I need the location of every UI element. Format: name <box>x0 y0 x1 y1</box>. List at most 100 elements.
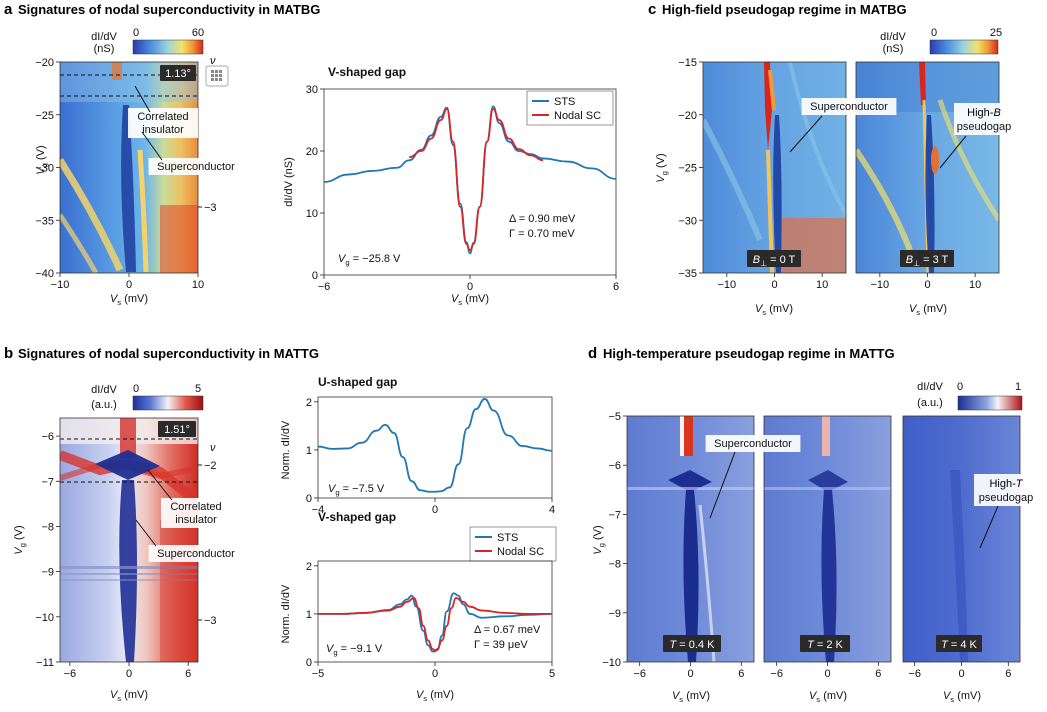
series-line-nodal-sc <box>409 107 544 252</box>
grid-icon-cell <box>211 74 214 77</box>
legend-entry: Nodal SC <box>497 546 544 558</box>
y-tick-label: −30 <box>35 163 54 175</box>
legend-entry: STS <box>497 532 518 544</box>
series-line-sts <box>317 592 553 653</box>
grid-icon-cell <box>215 78 218 81</box>
badge-symbol: T <box>670 639 678 651</box>
colorbar-tick: 5 <box>195 383 201 395</box>
badge-part: 1.51° <box>164 424 190 436</box>
field-badge-bg <box>900 250 954 267</box>
annotation-hight: High-T <box>989 478 1023 490</box>
panel-d-title: d High-temperature pseudogap regime in M… <box>588 345 895 362</box>
label-subscript: g <box>40 163 49 167</box>
annotation-superconductor-box <box>705 435 801 452</box>
twist-badge: 1.51° <box>164 424 190 436</box>
badge-subscript: ⊥ <box>760 259 767 268</box>
annotation-leader <box>147 469 173 501</box>
grid-icon-cell <box>219 78 222 81</box>
y-tick-label: −25 <box>678 163 697 175</box>
y-tick-label: 2 <box>306 561 312 573</box>
label-unit: (mV) <box>954 690 981 702</box>
y-axis-label: Vg (V) <box>35 145 49 174</box>
annotation-hight: pseudogap <box>979 492 1033 504</box>
annotation-highb: High-B <box>967 107 1001 119</box>
label-subscript: g <box>660 171 669 175</box>
grid-icon-cell <box>219 74 222 77</box>
annotation-superconductor-box <box>148 158 244 175</box>
x-tick-label: 10 <box>192 279 204 291</box>
label-symbol: V <box>328 483 337 495</box>
annotation-part: High- <box>967 107 994 119</box>
annotation-superconductor: Superconductor <box>810 101 888 113</box>
annotation-part: High- <box>989 478 1016 490</box>
annotation-leader <box>709 451 736 519</box>
y-tick-label: −20 <box>35 57 54 69</box>
y-axis-label: Norm. dI/dV <box>280 584 292 643</box>
y-tick-label: 0 <box>306 657 312 669</box>
y-tick-label: −6 <box>41 431 54 443</box>
label-symbol: V <box>943 690 952 702</box>
label-symbol: V <box>326 643 335 655</box>
x-tick-label: 0 <box>958 668 964 680</box>
x-tick-label: 0 <box>467 281 473 293</box>
colorbar-label: dI/dV <box>880 31 906 43</box>
annotation-correlated-insulator: Correlated <box>170 501 221 513</box>
field-badge-bg <box>747 250 801 267</box>
panel-d-heatmap-3 <box>902 415 1021 663</box>
label-subscript: g <box>597 543 606 547</box>
x-tick-label: −10 <box>870 279 889 291</box>
annotation-part: T <box>1016 478 1024 490</box>
annotation-superconductor-box <box>148 545 244 562</box>
temperature-badge: T = 4 K <box>941 639 977 651</box>
lines-layer <box>56 61 1009 666</box>
x-axis-label: Vs (mV) <box>809 690 847 704</box>
x-tick-label: −4 <box>312 504 325 516</box>
x-tick-label: 10 <box>816 279 828 291</box>
y-tick-label: −7 <box>608 509 621 521</box>
colorbar-tick: 0 <box>133 27 139 39</box>
annotation-leader <box>939 135 967 169</box>
panel-c-heatmap-1 <box>702 61 847 274</box>
label-symbol: V <box>110 293 119 305</box>
y-tick-label: −9 <box>608 608 621 620</box>
x-axis-label: Vs (mV) <box>451 293 489 307</box>
label-symbol: V <box>110 689 119 701</box>
badge-subscript: ⊥ <box>913 259 920 268</box>
label-unit: (mV) <box>920 303 947 315</box>
x-axis-label: Vs (mV) <box>672 690 710 704</box>
x-tick-label: 0 <box>771 279 777 291</box>
badge-value: = 4 K <box>948 639 978 651</box>
badge-value: = 3 T <box>920 254 949 266</box>
series-line-sts <box>323 105 617 255</box>
annotation-leader <box>135 519 157 547</box>
chart-title: V-shaped gap <box>318 510 396 524</box>
label-symbol: V <box>451 293 460 305</box>
twist-badge-bg <box>160 65 196 81</box>
grid-icon-cell <box>219 70 222 73</box>
label-subscript: g <box>345 258 349 267</box>
colorbar-unit: (a.u.) <box>91 399 117 411</box>
colorbar-tick: 60 <box>192 27 204 39</box>
y-tick-label: 10 <box>306 208 318 220</box>
colorbar-a <box>132 39 204 55</box>
label-symbol: V <box>809 690 818 702</box>
label-subscript: s <box>916 308 920 317</box>
label-subscript: s <box>458 298 462 307</box>
chart-title: U-shaped gap <box>318 375 397 389</box>
annotation-leader <box>141 131 163 161</box>
label-subscript: s <box>950 695 954 704</box>
x-tick-label: 0 <box>126 668 132 680</box>
y-tick-label: −10 <box>602 657 621 669</box>
svg-text:High-field pseudogap regime in: High-field pseudogap regime in MATBG <box>662 2 907 17</box>
colorbar-unit: (nS) <box>883 43 904 55</box>
label-unit: (V) <box>13 525 25 543</box>
label-unit: = −7.5 V <box>340 483 385 495</box>
annotation-correlated-insulator: Correlated <box>137 111 188 123</box>
grid-icon-cell <box>211 78 214 81</box>
annotation-correlated-insulator-box <box>128 108 198 138</box>
x-tick-label: 5 <box>549 668 555 680</box>
x-tick-label: 6 <box>1005 668 1011 680</box>
colorbar-tick: 25 <box>990 27 1002 39</box>
y-tick-label: 1 <box>306 609 312 621</box>
label-subscript: s <box>679 695 683 704</box>
